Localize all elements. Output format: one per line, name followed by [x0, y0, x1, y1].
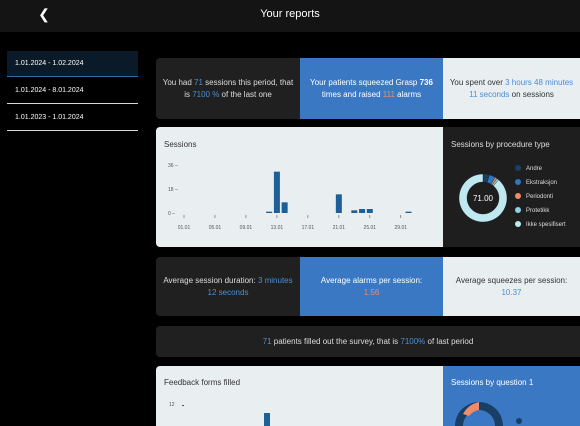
legend-label: Periodonti	[526, 194, 553, 200]
x-tick-label: 17.01	[302, 225, 315, 231]
pie-slice	[455, 402, 503, 426]
question-pie-chart	[455, 402, 522, 426]
range-item[interactable]: 1.01.2023 - 1.01.2024	[7, 105, 138, 131]
summary-text: times and raised	[321, 89, 383, 99]
y-tick	[182, 405, 184, 406]
legend-label: Andre	[526, 166, 543, 172]
x-tick-label: 21.01	[333, 225, 346, 231]
chart-title: Feedback forms filled	[164, 378, 241, 387]
sessions-summary: You had 71 sessions this period, that is…	[156, 58, 300, 119]
survey-text: of last period	[425, 336, 474, 346]
bar	[359, 209, 366, 213]
page-title: Your reports	[260, 8, 320, 20]
summary-text: You spent over	[449, 77, 506, 87]
x-tick-label: 25.01	[364, 225, 377, 231]
legend-label: Ikke spesifisert	[526, 222, 566, 228]
summary-text: Your patients squeezed Grasp	[310, 77, 420, 87]
survey-text: patients filled out the survey, that is	[271, 336, 401, 346]
top-bar: ❮ Your reports	[0, 0, 580, 32]
avg-label: Average squeezes per session:	[455, 275, 568, 285]
avg-label: Average session duration:	[163, 275, 258, 285]
avg-squeezes-value: 10.37	[501, 287, 522, 297]
sessions-pct: 7100 %	[192, 89, 220, 99]
avg-squeezes: Average squeezes per session: 10.37	[443, 257, 580, 316]
chevron-left-icon[interactable]: ❮	[38, 6, 50, 22]
bar	[266, 211, 273, 213]
chart-title: Sessions	[164, 140, 197, 149]
legend-marker	[515, 207, 521, 213]
x-tick-label: 29.01	[395, 225, 408, 231]
bar	[264, 413, 270, 426]
legend-marker	[516, 418, 522, 424]
legend-label: Ekstraksjon	[526, 180, 557, 186]
squeeze-count: 736	[419, 77, 433, 87]
bar	[405, 211, 412, 213]
legend-marker	[515, 221, 521, 227]
question-pie-card: Sessions by question 1	[443, 366, 580, 426]
x-tick-label: 01.01	[178, 225, 191, 231]
survey-count: 71	[262, 336, 272, 346]
sessions-chart-card: Sessions 36 – 18 – 0 – 01.01 05.01 09.01 13.01…	[156, 127, 443, 247]
legend-marker	[515, 179, 521, 185]
squeeze-summary: Your patients squeezed Grasp 736 times a…	[300, 58, 443, 119]
bar	[273, 171, 280, 213]
time-value: 3 hours 48 minutes 11 seconds	[469, 77, 574, 99]
avg-alarms-value: 1.56	[363, 287, 380, 297]
x-tick-label: 09.01	[240, 225, 253, 231]
summary-text: alarms	[394, 89, 422, 99]
pie-slice	[458, 173, 508, 223]
avg-duration-value: 3 minutes 12 seconds	[207, 275, 293, 297]
avg-duration: Average session duration: 3 minutes 12 s…	[156, 257, 300, 316]
bar	[351, 210, 358, 213]
sidebar: 1.01.2024 - 1.02.2024 1.01.2024 - 8.01.2…	[0, 32, 145, 422]
summary-text: sessions this period, that is	[184, 77, 294, 99]
sessions-bar-chart: 36 – 18 – 0 – 01.01 05.01 09.01 13.01 17.01 21.0…	[168, 163, 412, 231]
bar	[281, 202, 288, 213]
y-tick-label: 18 –	[168, 187, 178, 193]
y-tick-label: 36 –	[168, 163, 178, 169]
avg-label: Average alarms per session:	[320, 275, 423, 285]
legend-label: Protetikk	[526, 208, 550, 214]
legend-marker	[515, 165, 521, 171]
pie-center-label: 71.00	[473, 194, 494, 203]
sessions-count: 71	[194, 77, 203, 87]
survey-pct: 7100%	[400, 336, 426, 346]
survey-banner: 71 patients filled out the survey, that …	[156, 326, 580, 357]
range-item[interactable]: 1.01.2024 - 8.01.2024	[7, 78, 138, 104]
summary-text: on sessions	[509, 89, 554, 99]
alarm-count: 111	[382, 89, 395, 99]
x-tick-label: 13.01	[271, 225, 284, 231]
summary-text: You had	[162, 77, 195, 87]
legend-marker	[515, 193, 521, 199]
time-summary: You spent over 3 hours 48 minutes 11 sec…	[443, 58, 580, 119]
summary-text: of the last one	[219, 89, 272, 99]
procedure-pie-card: Sessions by procedure type 71.00 Andre Eks…	[443, 127, 580, 247]
x-tick-label: 05.01	[209, 225, 222, 231]
y-tick-label: 12	[169, 402, 175, 408]
procedure-pie-chart: 71.00 Andre Ekstraksjon Periodonti Protetikk…	[458, 165, 566, 228]
range-item[interactable]: 1.01.2024 - 1.02.2024	[7, 51, 138, 77]
bar	[335, 194, 342, 213]
feedback-chart-card: Feedback forms filled 12	[156, 366, 443, 426]
pie-slice	[463, 402, 479, 416]
chart-title: Sessions by question 1	[451, 378, 534, 387]
bar	[366, 209, 373, 213]
avg-alarms: Average alarms per session: 1.56	[300, 257, 443, 316]
chart-title: Sessions by procedure type	[451, 140, 550, 149]
y-tick-label: 0 –	[168, 211, 175, 217]
